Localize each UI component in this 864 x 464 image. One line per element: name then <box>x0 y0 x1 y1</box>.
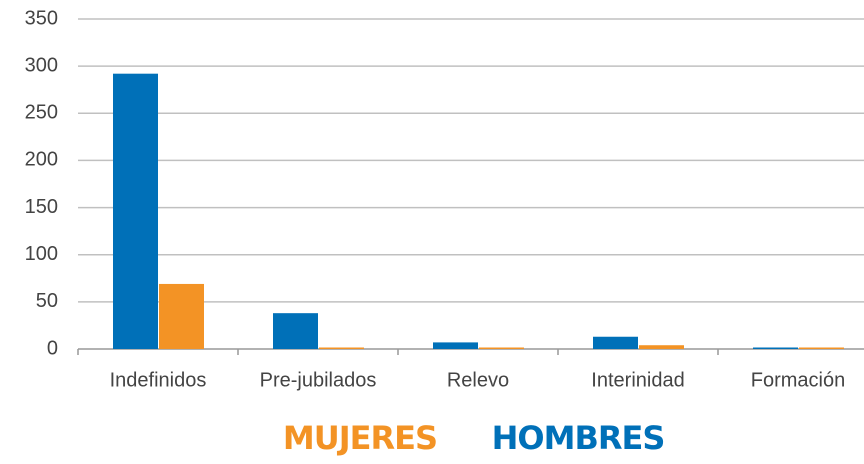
bar <box>159 283 204 349</box>
x-tick-label: Relevo <box>447 369 509 391</box>
bar <box>433 342 478 349</box>
y-tick-label: 250 <box>25 102 58 124</box>
x-tick-label: Pre-jubilados <box>260 369 377 391</box>
y-tick-label: 300 <box>25 54 58 76</box>
bar <box>479 347 524 349</box>
y-tick-label: 0 <box>47 337 58 359</box>
bar <box>113 73 158 349</box>
y-tick-label: 200 <box>25 149 58 171</box>
x-tick-label: Indefinidos <box>110 369 207 391</box>
y-tick-label: 350 <box>25 7 58 29</box>
x-tick-label: Interinidad <box>591 369 684 391</box>
y-tick-label: 50 <box>36 290 58 312</box>
y-tick-label: 100 <box>25 243 58 265</box>
y-tick-label: 150 <box>25 196 58 218</box>
bar <box>639 345 684 349</box>
bar <box>319 347 364 349</box>
bar <box>753 347 798 349</box>
bar <box>799 347 844 349</box>
legend-label: MUJERES <box>283 419 437 457</box>
legend-label: HOMBRES <box>492 419 665 457</box>
x-tick-label: Formación <box>751 369 845 391</box>
bar <box>593 336 638 349</box>
bar <box>273 313 318 349</box>
